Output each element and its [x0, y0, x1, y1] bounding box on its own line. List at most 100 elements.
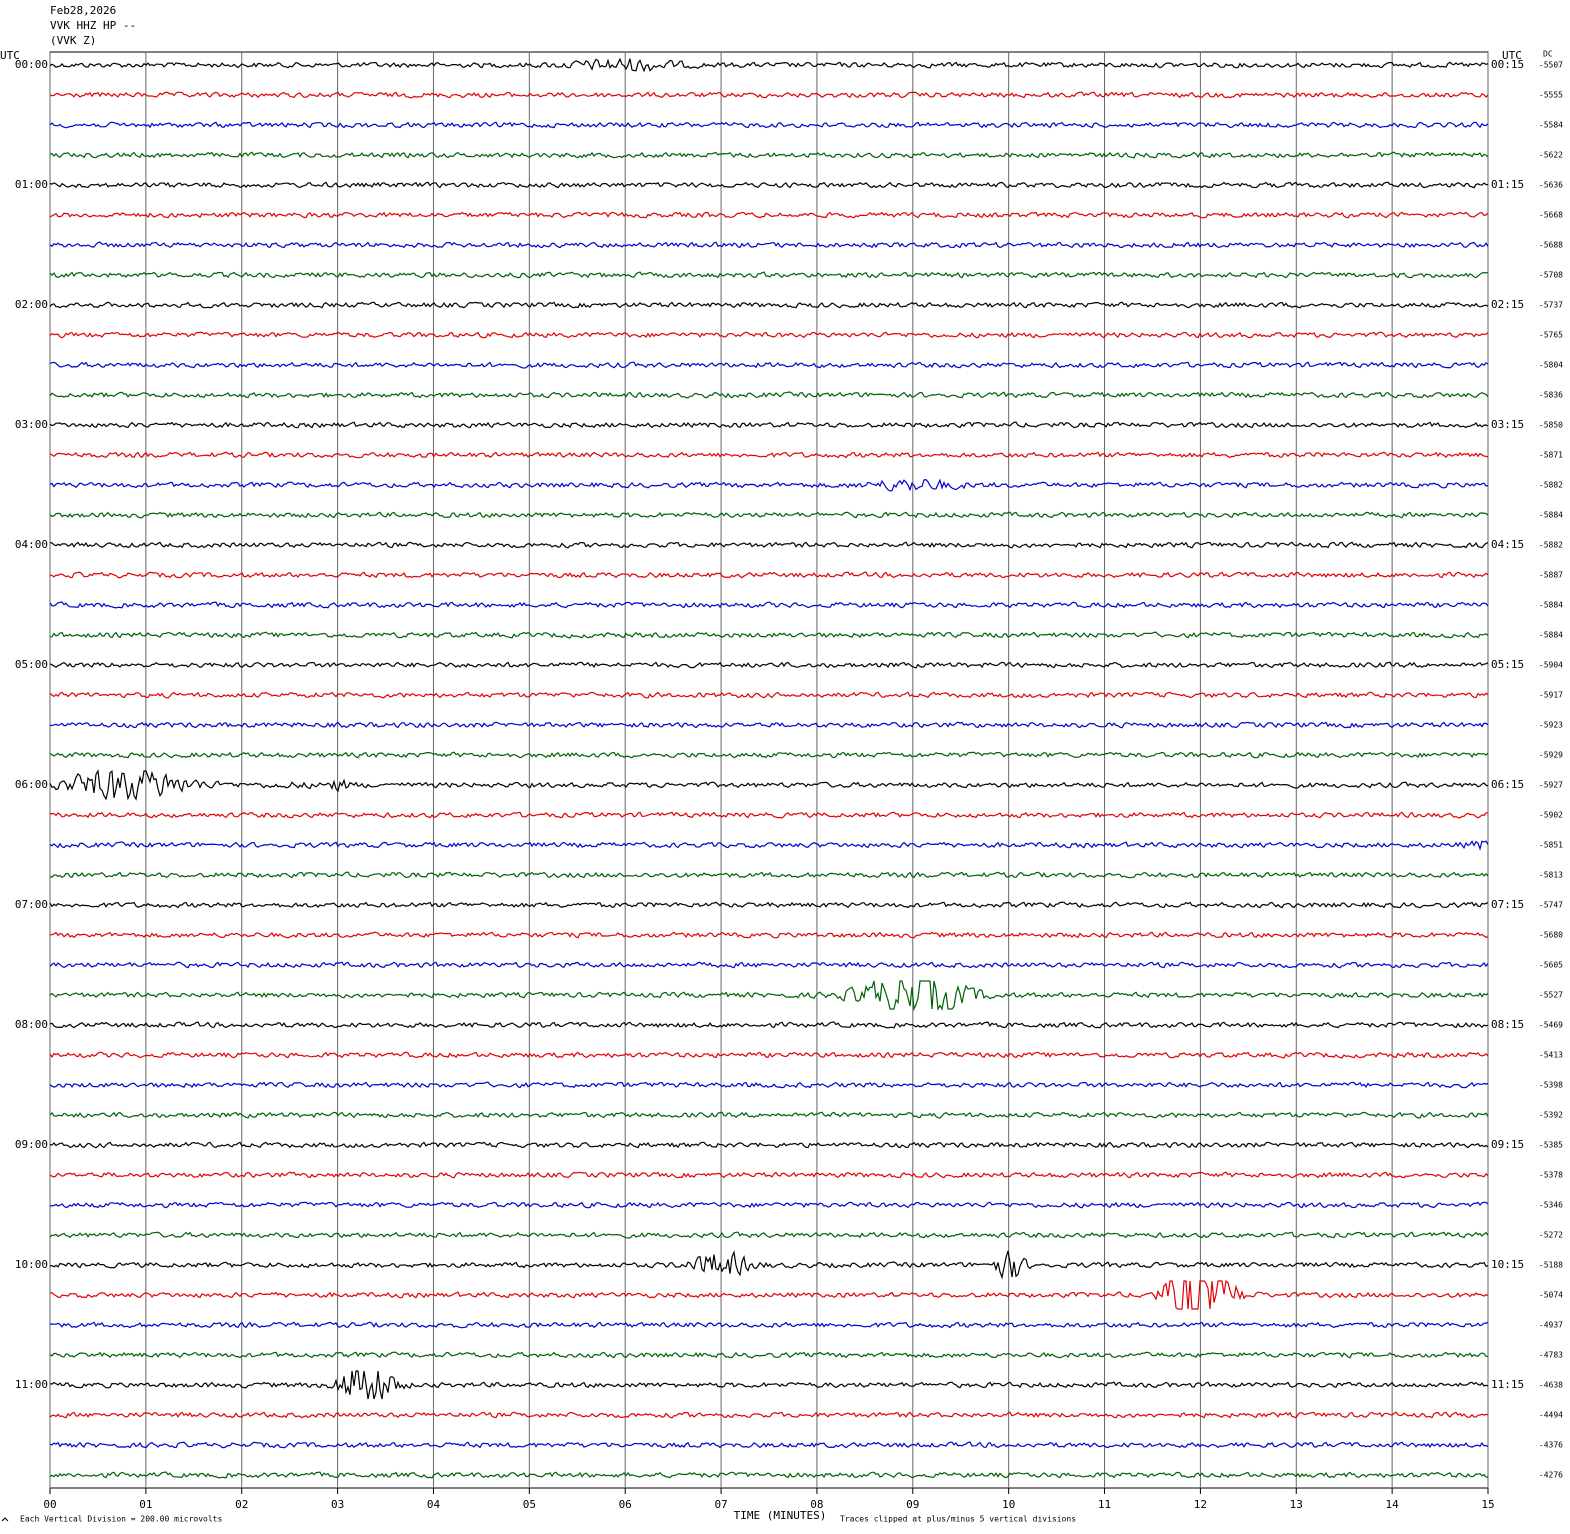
dc-value: -5708	[1539, 271, 1563, 280]
dc-value: -5688	[1539, 241, 1563, 250]
dc-value: -5747	[1539, 901, 1563, 910]
trace	[49, 901, 1489, 909]
right-time-label: 05:15	[1491, 658, 1524, 671]
right-time-label: 07:15	[1491, 898, 1524, 911]
left-time-label: 00:00	[15, 58, 48, 71]
trace	[49, 980, 1489, 1012]
dc-value: -5804	[1539, 361, 1563, 370]
right-time-label: 08:15	[1491, 1018, 1524, 1031]
trace	[49, 1081, 1489, 1089]
right-time-label: 10:15	[1491, 1258, 1524, 1271]
left-axis-title: UTC	[0, 49, 20, 62]
dc-value: -5917	[1539, 691, 1563, 700]
dc-value: -5884	[1539, 631, 1563, 640]
x-axis-title: TIME (MINUTES)	[734, 1509, 827, 1522]
left-time-label: 07:00	[15, 898, 48, 911]
dc-value: -5904	[1539, 661, 1563, 670]
header-channel: (VVK Z)	[50, 34, 96, 47]
left-time-label: 08:00	[15, 1018, 48, 1031]
right-time-label: 00:15	[1491, 58, 1524, 71]
left-time-label: 11:00	[15, 1378, 48, 1391]
dc-value: -5469	[1539, 1021, 1563, 1030]
right-time-label: 09:15	[1491, 1138, 1524, 1151]
dc-value: -5836	[1539, 391, 1563, 400]
dc-value: -4276	[1539, 1471, 1563, 1480]
trace	[49, 301, 1489, 309]
dc-value: -5074	[1539, 1291, 1563, 1300]
dc-value: -5850	[1539, 421, 1563, 430]
trace	[49, 1201, 1489, 1209]
dc-value: -5378	[1539, 1171, 1563, 1180]
trace	[49, 211, 1489, 219]
dc-value: -5272	[1539, 1231, 1563, 1240]
dc-value: -4783	[1539, 1351, 1563, 1360]
x-tick-label: 14	[1386, 1498, 1400, 1511]
trace	[49, 181, 1489, 189]
dc-value: -4494	[1539, 1411, 1563, 1420]
x-tick-label: 07	[714, 1498, 727, 1511]
x-tick-label: 12	[1194, 1498, 1207, 1511]
logo-icon	[1, 1517, 9, 1522]
x-tick-label: 13	[1290, 1498, 1303, 1511]
trace	[49, 571, 1489, 579]
dc-value: -5927	[1539, 781, 1563, 790]
dc-value: -5813	[1539, 871, 1563, 880]
trace	[49, 1411, 1489, 1419]
trace	[49, 631, 1489, 639]
trace	[49, 1441, 1489, 1449]
trace	[49, 391, 1489, 399]
trace	[49, 1231, 1489, 1239]
dc-value: -5882	[1539, 481, 1563, 490]
dc-value: -5392	[1539, 1111, 1563, 1120]
right-time-label: 11:15	[1491, 1378, 1524, 1391]
header-station: VVK HHZ HP --	[50, 19, 136, 32]
trace	[49, 361, 1489, 369]
right-time-label: 03:15	[1491, 418, 1524, 431]
trace	[49, 840, 1489, 851]
trace	[49, 421, 1489, 429]
trace	[49, 811, 1489, 819]
trace	[49, 541, 1489, 549]
x-tick-label: 00	[43, 1498, 56, 1511]
trace	[49, 57, 1489, 73]
trace	[49, 691, 1489, 699]
trace	[49, 1141, 1489, 1149]
left-time-label: 01:00	[15, 178, 48, 191]
left-time-label: 04:00	[15, 538, 48, 551]
x-tick-label: 08	[810, 1498, 823, 1511]
dc-value: -5929	[1539, 751, 1563, 760]
trace	[49, 1171, 1489, 1179]
left-time-label: 09:00	[15, 1138, 48, 1151]
x-tick-label: 01	[139, 1498, 152, 1511]
left-time-label: 06:00	[15, 778, 48, 791]
trace	[49, 769, 1489, 801]
x-tick-label: 09	[906, 1498, 919, 1511]
trace	[49, 121, 1489, 129]
dc-value: -5871	[1539, 451, 1563, 460]
x-tick-label: 11	[1098, 1498, 1111, 1511]
dc-value: -5385	[1539, 1141, 1563, 1150]
footer-scale: Each Vertical Division = 200.00 microvol…	[20, 1515, 222, 1524]
header-date: Feb28,2026	[50, 4, 116, 17]
trace	[49, 751, 1489, 759]
trace	[49, 1471, 1489, 1479]
trace	[49, 1250, 1489, 1280]
trace	[49, 661, 1489, 669]
dc-value: -5398	[1539, 1081, 1563, 1090]
footer-clip: Traces clipped at plus/minus 5 vertical …	[840, 1515, 1076, 1524]
x-tick-label: 02	[235, 1498, 248, 1511]
trace	[49, 1111, 1489, 1119]
left-time-label: 03:00	[15, 418, 48, 431]
trace	[49, 151, 1489, 159]
dc-value: -5188	[1539, 1261, 1563, 1270]
x-tick-label: 03	[331, 1498, 344, 1511]
dc-value: -5884	[1539, 511, 1563, 520]
dc-title: DC	[1543, 50, 1553, 59]
dc-value: -5507	[1539, 61, 1563, 70]
trace	[49, 721, 1489, 729]
trace	[49, 1051, 1489, 1059]
dc-value: -4376	[1539, 1441, 1563, 1450]
dc-value: -5680	[1539, 931, 1563, 940]
dc-value: -4638	[1539, 1381, 1563, 1390]
